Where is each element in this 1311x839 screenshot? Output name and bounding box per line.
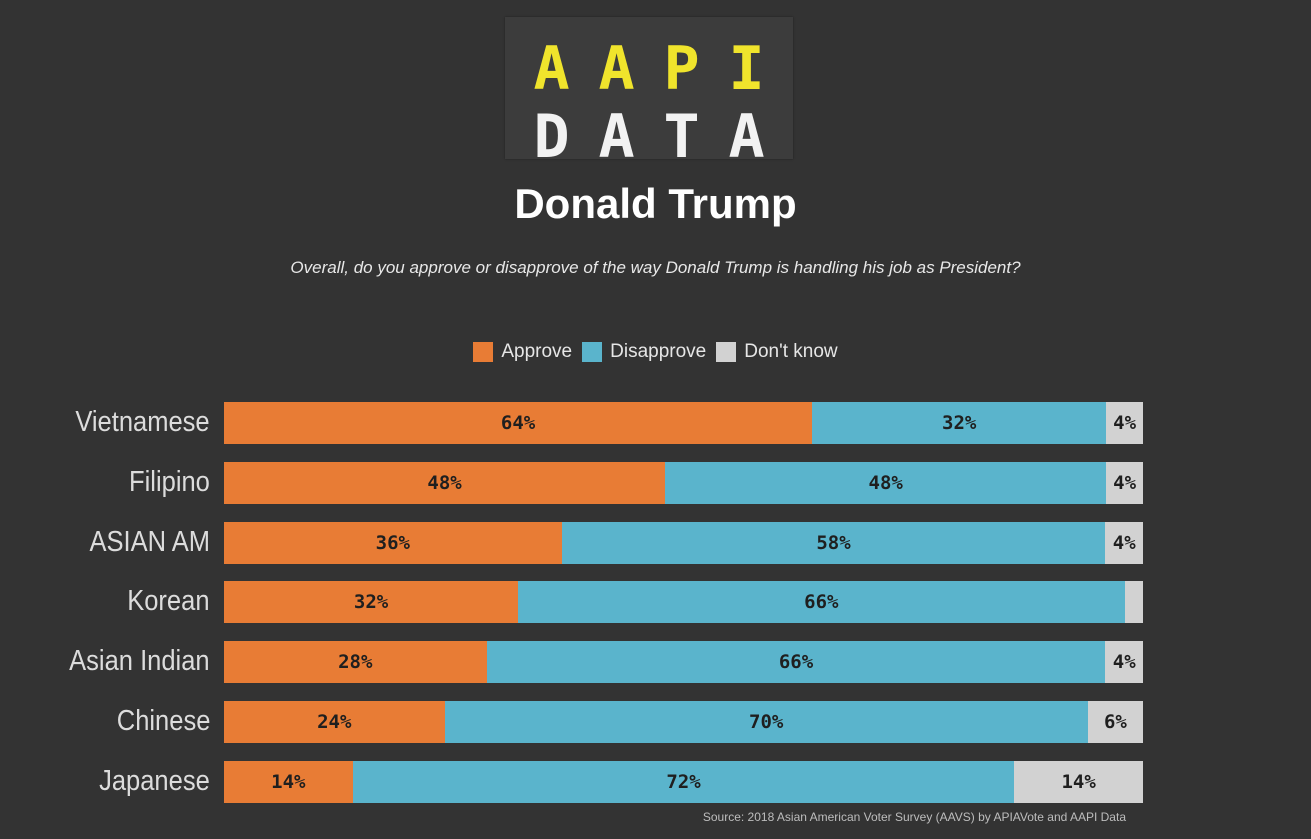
bar-row-asian-am: 36% 58% 4% xyxy=(224,522,1143,564)
data-label: 36% xyxy=(375,532,410,554)
bar-row-vietnamese: 64% 32% 4% xyxy=(224,402,1143,444)
bar-row-filipino: 48% 48% 4% xyxy=(224,462,1143,504)
logo-letter: P xyxy=(663,34,700,104)
bar-segment-dont-know-asian-indian: 4% xyxy=(1105,641,1143,683)
bar-segment-approve-filipino: 48% xyxy=(224,462,666,504)
legend-swatch-disapprove xyxy=(582,342,603,362)
data-label: 48% xyxy=(427,472,462,494)
row-label-chinese: Chinese xyxy=(116,705,210,737)
bar-segment-approve-asian-indian: 28% xyxy=(224,641,487,683)
data-label: 66% xyxy=(804,591,839,613)
bar-segment-dont-know-filipino: 4% xyxy=(1106,462,1143,504)
bar-segment-dont-know-asian-am: 4% xyxy=(1105,522,1143,564)
bar-segment-approve-korean: 32% xyxy=(224,581,519,623)
data-label: 14% xyxy=(1061,771,1096,793)
logo-letter: A xyxy=(598,34,635,104)
data-label: 66% xyxy=(778,651,814,673)
logo-bottom-row: D A T A xyxy=(505,107,793,167)
legend-swatch-dont-know xyxy=(716,342,737,362)
data-label: 4% xyxy=(1113,412,1137,434)
aapi-data-logo: A A P I D A T A xyxy=(505,17,793,167)
data-label: 4% xyxy=(1112,651,1136,673)
logo-top-row: A A P I xyxy=(505,39,793,99)
data-label: 72% xyxy=(666,771,701,793)
row-label-korean: Korean xyxy=(127,585,210,617)
bar-segment-disapprove-korean: 66% xyxy=(518,581,1125,623)
row-label-asian-am: ASIAN AM xyxy=(89,526,210,558)
data-label: 6% xyxy=(1103,711,1127,733)
bar-row-japanese: 14% 72% 14% xyxy=(224,761,1143,803)
chart-legend: Approve Disapprove Don't know xyxy=(0,341,1311,363)
bar-row-chinese: 24% 70% 6% xyxy=(224,701,1143,743)
data-label: 4% xyxy=(1112,532,1136,554)
legend-label-dont-know: Don't know xyxy=(744,341,838,362)
bar-row-korean: 32% 66% xyxy=(224,581,1143,623)
legend-label-disapprove: Disapprove xyxy=(610,341,707,362)
chart-title: Donald Trump xyxy=(514,180,797,227)
bar-segment-dont-know-korean xyxy=(1124,581,1143,623)
bar-segment-disapprove-asian-indian: 66% xyxy=(486,641,1106,683)
legend-label-approve: Approve xyxy=(501,341,573,362)
data-label: 32% xyxy=(353,591,389,613)
logo-letter: A xyxy=(728,102,765,172)
bar-segment-disapprove-chinese: 70% xyxy=(444,701,1088,743)
legend-item-approve: Approve xyxy=(473,341,572,363)
data-label: 4% xyxy=(1113,472,1137,494)
bar-segment-disapprove-asian-am: 58% xyxy=(561,522,1106,564)
legend-item-disapprove: Disapprove xyxy=(582,341,706,363)
bar-segment-approve-asian-am: 36% xyxy=(224,522,562,564)
data-label: 28% xyxy=(338,651,373,673)
data-label: 70% xyxy=(749,711,784,733)
row-label-asian-indian: Asian Indian xyxy=(69,645,210,677)
bar-segment-dont-know-vietnamese: 4% xyxy=(1106,402,1143,444)
row-label-japanese: Japanese xyxy=(99,765,210,797)
chart-subtitle: Overall, do you approve or disapprove of… xyxy=(290,258,1021,277)
data-label: 32% xyxy=(942,412,977,434)
source-note: Source: 2018 Asian American Voter Survey… xyxy=(702,810,1126,824)
logo-letter: A xyxy=(533,34,570,104)
logo-letter: T xyxy=(663,102,700,172)
bar-segment-approve-vietnamese: 64% xyxy=(224,402,813,444)
bar-segment-disapprove-japanese: 72% xyxy=(352,761,1015,803)
bar-segment-disapprove-vietnamese: 32% xyxy=(812,402,1107,444)
logo-letter: I xyxy=(728,34,765,104)
legend-swatch-approve xyxy=(473,342,494,362)
row-label-filipino: Filipino xyxy=(129,466,210,498)
bar-segment-dont-know-japanese: 14% xyxy=(1014,761,1143,803)
bar-segment-disapprove-filipino: 48% xyxy=(665,462,1107,504)
bar-row-asian-indian: 28% 66% 4% xyxy=(224,641,1143,683)
data-label: 58% xyxy=(816,532,851,554)
bar-segment-dont-know-chinese: 6% xyxy=(1087,701,1143,743)
data-label: 24% xyxy=(317,711,352,733)
data-label: 14% xyxy=(271,771,306,793)
logo-letter: A xyxy=(598,102,635,172)
logo-letter: D xyxy=(533,102,570,172)
bar-segment-approve-chinese: 24% xyxy=(224,701,445,743)
legend-item-dont-know: Don't know xyxy=(716,341,838,363)
data-label: 48% xyxy=(868,472,903,494)
data-label: 64% xyxy=(500,412,536,434)
row-label-vietnamese: Vietnamese xyxy=(75,406,210,438)
bar-segment-approve-japanese: 14% xyxy=(224,761,353,803)
